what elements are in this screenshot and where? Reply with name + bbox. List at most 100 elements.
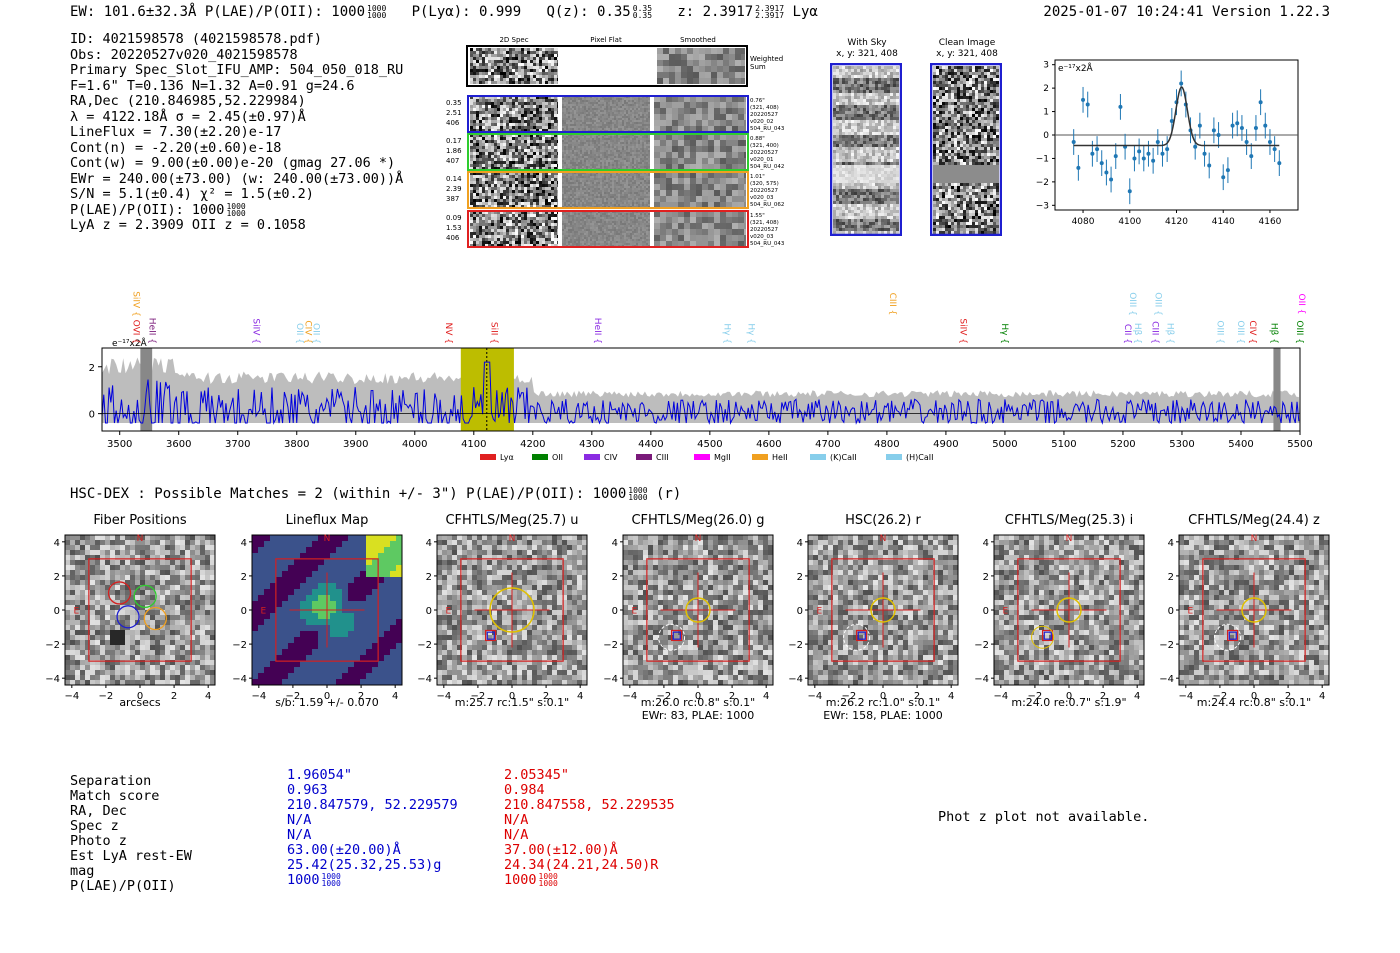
north-label: N (137, 534, 144, 544)
cutout-row-left: 1.53 (446, 224, 462, 232)
emission-line-label: Hβ { (1269, 323, 1279, 344)
panel-xtick: 2 (1100, 691, 1106, 702)
fiber-circle (143, 606, 167, 631)
info-line: EWr = 240.00(±73.00) (w: 240.00(±73.00))… (70, 171, 403, 188)
cutout-row-right: 504_RU_043 (750, 126, 785, 132)
panel-xtick: 0 (695, 691, 701, 702)
panel-ytick: 2 (1168, 572, 1174, 583)
linefit-point (1090, 151, 1095, 156)
info-text: LineFlux = 7.30(±2.20)e-17 (70, 124, 282, 140)
cutout-row-frame (467, 133, 749, 171)
match-circle (1214, 623, 1242, 651)
cutout-row-left: 0.14 (446, 175, 462, 183)
info-text: Primary Spec_Slot_IFU_AMP: 504_050_018_R… (70, 62, 404, 78)
frac-bot: 1000 (321, 879, 341, 888)
linefit-point (1253, 125, 1258, 130)
search-box (88, 558, 192, 662)
aperture-circle (1056, 597, 1082, 623)
panel-xtick: 2 (171, 691, 177, 702)
north-label: N (509, 534, 516, 544)
emission-line-label: SiIV { (251, 318, 261, 344)
match-circle (1031, 625, 1055, 649)
panel-xtick: −4 (251, 691, 266, 702)
emission-line-label-upper: OII { (1296, 294, 1306, 315)
legend-label: HeII (772, 453, 788, 462)
panel-xtick: 2 (358, 691, 364, 702)
panel-xtick: 0 (324, 691, 330, 702)
emission-line-label: CIV { (1247, 320, 1257, 344)
emission-line-label: Hβ { (1132, 323, 1142, 344)
cutout-row-right: (320, 575) (750, 181, 779, 187)
match-box (486, 631, 495, 640)
match-box (857, 631, 866, 640)
imaging-panels: Fiber Positions N E 4 2 0 −2 −4 −4 −2 0 2 4 arcsecs Li… (0, 510, 1400, 725)
panel-image: N E 4 2 0 −2 −4 −4 −2 0 2 4 (1159, 534, 1330, 702)
info-text: Cont(w) = 9.00(±0.00)e-20 (gmag 27.06 *) (70, 155, 396, 171)
legend-swatch (694, 454, 710, 460)
panel-caption-2: EWr: 83, PLAE: 1000 (641, 709, 755, 722)
linefit-point (1263, 123, 1268, 128)
imaging-panel: CFHTLS/Meg(25.7) u N E 4 2 0 −2 −4 −4 −2 0 2 4 m:25.7… (415, 510, 600, 725)
aperture-circle (685, 597, 711, 623)
legend-swatch (810, 454, 826, 460)
linefit-point (1113, 154, 1118, 159)
match-value-text: N/A (287, 812, 312, 828)
info-line: RA,Dec (210.846985,52.229984) (70, 93, 403, 110)
panel-xtick: 4 (1319, 691, 1325, 702)
linefit-point (1244, 140, 1249, 145)
match-box (1228, 631, 1237, 640)
match-labels: Separation Match score RA, Dec Spec z Photo … (70, 774, 192, 894)
fiber-circle (133, 584, 157, 609)
emission-line-label: OII { (294, 323, 304, 344)
panel-image: N E 4 2 0 −2 −4 −4 −2 0 2 4 (45, 534, 216, 702)
match-value: 24.34(24.21,24.50)R (504, 858, 675, 873)
spectrum-ytick: 0 (89, 410, 95, 421)
panel-image: N E 4 2 0 −2 −4 −4 −2 0 2 4 (788, 534, 959, 702)
info-text: F=1.6" T=0.136 N=1.32 A=0.91 g=24.6 (70, 77, 355, 94)
header-qz: Q(z): 0.35 (546, 4, 631, 20)
spectrum-ytick: 2 (89, 363, 95, 374)
header-lya: Lyα (792, 4, 818, 20)
linefit-xtick: 4120 (1165, 217, 1188, 227)
emission-line-label: SiIV { (958, 318, 968, 344)
spectrum-xtick: 5400 (1228, 439, 1253, 450)
match-box (1226, 629, 1239, 642)
panel-ytick: −4 (232, 674, 247, 685)
cutout-row-left: 0.17 (446, 137, 462, 145)
panel-ytick: −4 (417, 674, 432, 685)
cutout-noise (654, 96, 746, 132)
match-value: N/A (287, 813, 458, 828)
north-label: N (1066, 534, 1073, 544)
linefit-point (1099, 161, 1104, 166)
legend-swatch (532, 454, 548, 460)
linefit-point (1193, 144, 1198, 149)
spectrum-xtick: 3800 (284, 439, 309, 450)
cutout-row-right: v020_01 (750, 157, 774, 163)
panel-xtick: 4 (205, 691, 211, 702)
match-box (672, 631, 681, 640)
panel-xtick: −2 (1213, 691, 1228, 702)
spectrum-xtick: 4600 (756, 439, 781, 450)
cutout-row-right: v020_02 (750, 119, 774, 125)
match-value: 25.42(25.32,25.53)g (287, 858, 458, 873)
match-box (670, 629, 683, 642)
panel-caption: m:26.0 rc:0.8" s:0.1" (640, 696, 756, 709)
cutout-row-right: 20220527 (750, 227, 778, 233)
imaging-panel: CFHTLS/Meg(24.4) z N E 4 2 0 −2 −4 −4 −2 0 2 4 m:24.4… (1157, 510, 1342, 725)
info-text: P(LAE)/P(OII): 1000 (70, 201, 225, 218)
linefit-xtick: 4160 (1259, 217, 1282, 227)
cutout-row-frame (467, 210, 749, 248)
info-text: ID: 4021598578 (4021598578.pdf) (70, 31, 322, 47)
panel-ytick: −2 (788, 640, 803, 651)
panel-ytick: −4 (974, 674, 989, 685)
match-value: 210.847558, 52.229535 (504, 798, 675, 813)
panel-caption: s/b: 1.59 +/- 0.070 (275, 696, 379, 709)
info-line: LineFlux = 7.30(±2.20)e-17 (70, 124, 403, 141)
panel-ytick: 2 (426, 572, 432, 583)
spectrum-xtick: 4300 (579, 439, 604, 450)
cutout-row-right: 1.55" (750, 213, 765, 219)
match-value: 1.96054" (287, 768, 458, 783)
panel-title: Fiber Positions (93, 513, 187, 528)
panel-caption: m:24.4 rc:0.8" s:0.1" (1196, 696, 1312, 709)
linefit-point (1221, 175, 1226, 180)
